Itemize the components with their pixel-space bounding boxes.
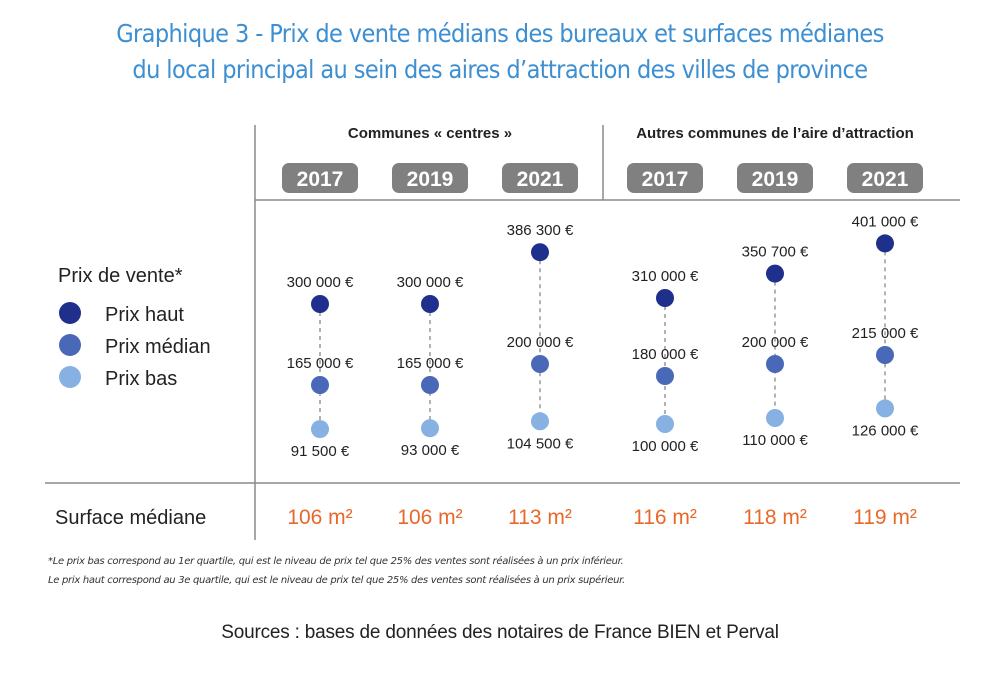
label-prix-median: 215 000 € <box>852 325 919 342</box>
year-badge-label: 2021 <box>517 168 564 191</box>
source-text: Sources : bases de données des notaires … <box>221 622 779 643</box>
year-badge-label: 2019 <box>407 168 454 191</box>
point-prix-median <box>421 376 439 394</box>
point-prix-median <box>766 355 784 373</box>
footnote-1: *Le prix bas correspond au 1er quartile,… <box>48 556 624 567</box>
label-prix-bas: 100 000 € <box>632 438 699 455</box>
surface-value: 106 m² <box>397 506 462 529</box>
label-prix-median: 165 000 € <box>397 355 464 372</box>
surface-value: 119 m² <box>853 506 917 529</box>
surface-value: 116 m² <box>633 506 697 529</box>
point-prix-haut <box>421 295 439 313</box>
label-prix-bas: 126 000 € <box>852 422 919 439</box>
label-prix-haut: 386 300 € <box>507 222 574 239</box>
point-prix-median <box>656 367 674 385</box>
label-prix-bas: 110 000 € <box>742 432 808 449</box>
point-prix-median <box>531 355 549 373</box>
label-prix-bas: 91 500 € <box>291 443 350 460</box>
year-badge <box>847 163 923 193</box>
surface-row-label: Surface médiane <box>55 507 206 529</box>
label-prix-haut: 300 000 € <box>287 274 354 291</box>
year-badge <box>282 163 358 193</box>
point-prix-haut <box>656 289 674 307</box>
legend-label: Prix médian <box>105 336 211 358</box>
point-prix-bas <box>311 420 329 439</box>
chart-title-line-1: Graphique 3 - Prix de vente médians des … <box>116 19 884 48</box>
year-badge <box>392 163 468 193</box>
surface-value: 113 m² <box>508 506 572 529</box>
group-header: Communes « centres » <box>348 125 512 142</box>
point-prix-bas <box>421 419 439 438</box>
label-prix-bas: 104 500 € <box>507 435 574 452</box>
legend-marker-haut <box>59 302 81 324</box>
group-header: Autres communes de l’aire d’attraction <box>636 125 914 142</box>
label-prix-median: 200 000 € <box>742 334 809 351</box>
surface-value: 106 m² <box>287 506 352 529</box>
point-prix-haut <box>876 234 894 253</box>
label-prix-bas: 93 000 € <box>401 442 460 459</box>
year-badge-label: 2017 <box>642 168 689 191</box>
point-prix-bas <box>876 399 894 418</box>
label-prix-haut: 401 000 € <box>852 213 919 230</box>
point-prix-haut <box>311 295 329 313</box>
year-badge-label: 2021 <box>862 168 909 191</box>
year-badge <box>627 163 703 193</box>
legend-marker-bas <box>59 366 81 388</box>
point-prix-bas <box>766 409 784 427</box>
label-prix-haut: 300 000 € <box>397 274 464 291</box>
year-badge <box>502 163 578 193</box>
legend-label: Prix haut <box>105 304 184 326</box>
point-prix-bas <box>656 415 674 433</box>
point-prix-bas <box>531 412 549 431</box>
chart-title-line-2: du local principal au sein des aires d’a… <box>132 55 868 84</box>
label-prix-median: 165 000 € <box>287 355 354 372</box>
point-prix-haut <box>531 243 549 262</box>
point-prix-median <box>311 376 329 394</box>
legend-title: Prix de vente* <box>58 265 183 287</box>
label-prix-median: 180 000 € <box>632 346 699 363</box>
year-badge <box>737 163 813 193</box>
year-badge-label: 2017 <box>297 168 344 191</box>
legend-label: Prix bas <box>105 368 177 390</box>
legend-marker-median <box>59 334 81 356</box>
point-prix-haut <box>766 264 784 283</box>
footnote-2: Le prix haut correspond au 3e quartile, … <box>48 575 625 586</box>
point-prix-median <box>876 346 894 364</box>
year-badge-label: 2019 <box>752 168 799 191</box>
label-prix-haut: 350 700 € <box>742 244 809 261</box>
label-prix-median: 200 000 € <box>507 334 574 351</box>
label-prix-haut: 310 000 € <box>632 268 699 285</box>
surface-value: 118 m² <box>743 506 807 529</box>
